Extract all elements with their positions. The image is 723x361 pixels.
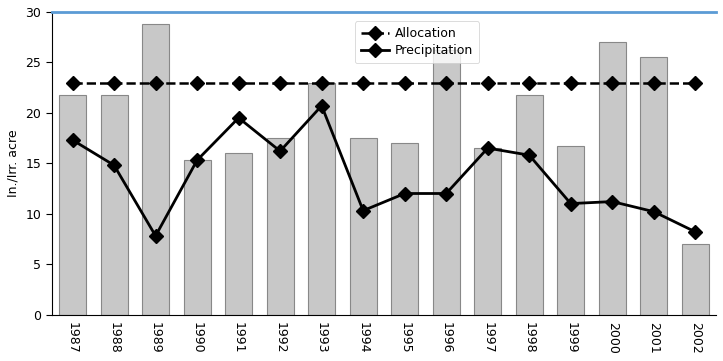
Bar (682, 244, 709, 314)
Bar (474, 148, 501, 314)
Bar (142, 24, 169, 314)
Bar (267, 138, 294, 314)
Bar (225, 153, 252, 314)
Bar (557, 146, 584, 314)
Bar (599, 42, 626, 314)
Legend: Allocation, Precipitation: Allocation, Precipitation (355, 21, 479, 64)
Y-axis label: In./Irr. acre: In./Irr. acre (7, 130, 20, 197)
Bar (641, 57, 667, 314)
Bar (515, 95, 543, 314)
Bar (308, 83, 335, 314)
Bar (432, 50, 460, 314)
Bar (59, 95, 86, 314)
Bar (100, 95, 127, 314)
Bar (184, 160, 210, 314)
Bar (350, 138, 377, 314)
Bar (391, 143, 418, 314)
